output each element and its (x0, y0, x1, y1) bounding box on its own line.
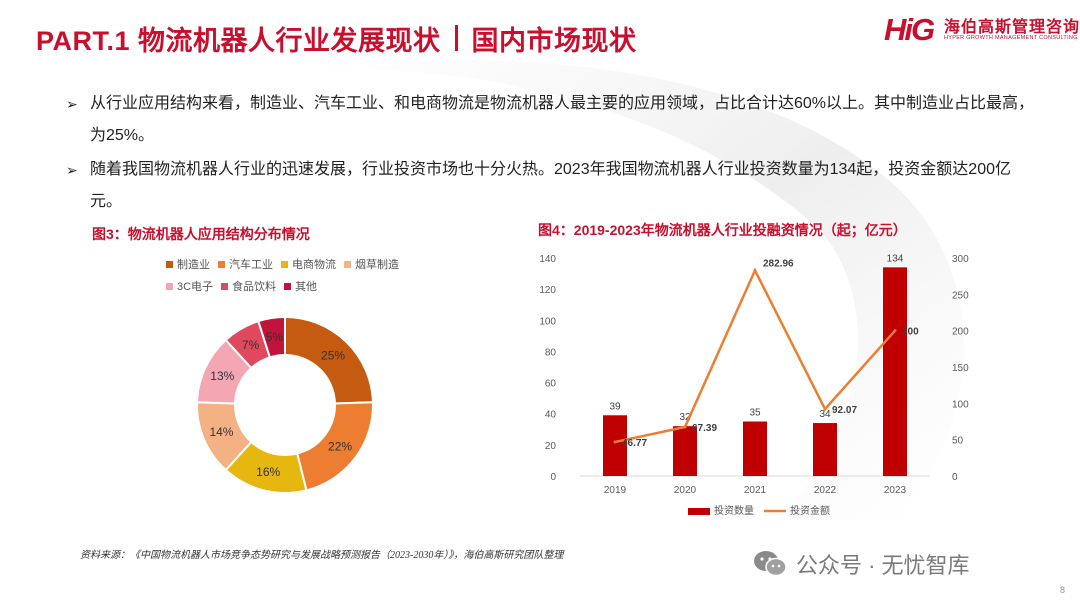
legend-label: 其他 (295, 281, 318, 293)
y-right-tick-label: 250 (952, 290, 969, 301)
y-right-tick-label: 200 (952, 327, 969, 338)
y-left-tick-label: 100 (539, 316, 556, 327)
x-tick-label: 2021 (744, 485, 767, 496)
legend-label: 电商物流 (292, 259, 336, 271)
slide-header: PART.1 物流机器人行业发展现状 国内市场现状 (36, 18, 637, 58)
x-tick-label: 2022 (814, 485, 837, 496)
bullet-text: 随着我国物流机器人行业的迅速发展，行业投资市场也十分火热。2023年我国物流机器… (90, 161, 1011, 210)
section-title: 国内市场现状 (471, 25, 637, 56)
combo-bar-line-chart: 0 20 40 60 80 100 120 140 0 50 100 150 200 250 300 2019… (539, 253, 969, 517)
legend-row: 制造业 汽车工业 电商物流 烟草制造 (166, 256, 446, 272)
line-value-label: 92.07 (832, 405, 857, 416)
bar (743, 421, 767, 476)
y-right-tick-label: 100 (952, 399, 969, 410)
legend-label: 烟草制造 (355, 259, 399, 271)
legend-label: 制造业 (177, 259, 210, 271)
y-right-tick-label: 150 (952, 363, 969, 374)
pie-slice (257, 315, 286, 359)
legend-swatch (166, 282, 173, 290)
bar (603, 415, 627, 476)
logo-name-cn: 海伯高斯管理咨询 (944, 19, 1080, 36)
legend-swatch (221, 282, 229, 290)
bar-value-label: 134 (887, 253, 904, 264)
y-left-tick-label: 20 (545, 441, 557, 452)
bullet-list: ➢ 从行业应用结构来看，制造业、汽车工业、和电商物流是物流机器人最主要的应用领域… (66, 88, 1036, 220)
logo-name-en: HYPER GROWTH MANAGEMENT CONSULTING (944, 35, 1078, 41)
y-right-tick-label: 0 (952, 472, 958, 483)
legend-swatch (218, 260, 225, 268)
legend-bar-swatch (688, 508, 710, 515)
line-point (683, 425, 687, 429)
y-left-tick-label: 120 (539, 285, 556, 296)
bar (673, 426, 697, 476)
figure4-title: 图4：2019-2023年物流机器人行业投融资情况（起；亿元） (538, 222, 907, 238)
watermark-text: 公众号 · 无忧智库 (796, 553, 970, 578)
line-point (753, 268, 757, 272)
legend-item: 烟草制造 (344, 256, 399, 272)
legend-row: 3C电子 食品饮料 其他 (166, 278, 446, 294)
bullet-item: ➢ 从行业应用结构来看，制造业、汽车工业、和电商物流是物流机器人最主要的应用领域… (66, 88, 1036, 152)
y-right-tick-label: 50 (952, 436, 964, 447)
company-logo: HiG 海伯高斯管理咨询 HYPER GROWTH MANAGEMENT CON… (884, 10, 1079, 52)
pie-slice-label: 14% (209, 425, 233, 439)
wechat-icon (754, 551, 787, 577)
page-number: 8 (1060, 585, 1066, 595)
legend-line-label: 投资金额 (790, 504, 830, 517)
x-tick-label: 2023 (884, 485, 907, 496)
page-title: PART.1 物流机器人行业发展现状 (36, 25, 441, 56)
source-note: 资料来源：《中国物流机器人市场竞争态势研究与发展战略预测报告（2023-2030… (80, 550, 564, 561)
line-point (823, 407, 827, 411)
line-value-label: 46.77 (622, 438, 647, 449)
legend-bar-label: 投资数量 (714, 504, 754, 517)
arrow-bullet-icon: ➢ (66, 162, 78, 178)
legend-swatch (344, 260, 351, 268)
legend-swatch (284, 282, 292, 290)
x-tick-label: 2019 (604, 485, 627, 496)
x-tick-label: 2020 (674, 485, 697, 496)
legend-item: 3C电子 (166, 278, 213, 294)
bar-value-label: 32 (679, 412, 691, 423)
pie-slice-label: 5% (266, 330, 284, 344)
y-left-tick-label: 80 (545, 347, 557, 358)
line-value-label: 67.39 (692, 423, 717, 434)
y-left-tick-label: 140 (539, 254, 556, 265)
legend-item: 电商物流 (281, 256, 336, 272)
y-left-tick-label: 60 (545, 379, 557, 390)
y-left-tick-label: 0 (550, 472, 556, 483)
line-value-label: 200 (902, 327, 919, 338)
legend-item: 制造业 (166, 256, 210, 272)
line-value-label: 282.96 (763, 258, 794, 269)
legend-swatch (281, 260, 288, 268)
legend-label: 汽车工业 (229, 259, 273, 271)
legend-item: 汽车工业 (218, 256, 273, 272)
arrow-bullet-icon: ➢ (66, 96, 78, 112)
pie-slice-label: 22% (328, 440, 352, 454)
bar-value-label: 39 (609, 401, 621, 412)
legend-label: 3C电子 (177, 281, 214, 293)
pie-slice-label: 7% (242, 338, 260, 352)
y-right-tick-label: 300 (952, 254, 969, 265)
bar (883, 267, 907, 476)
pie-slice-label: 16% (256, 465, 280, 479)
watermark: 公众号 · 无忧智库 (752, 548, 970, 580)
legend-swatch (166, 260, 173, 268)
bullet-text: 从行业应用结构来看，制造业、汽车工业、和电商物流是物流机器人最主要的应用领域，占… (90, 95, 1035, 144)
legend-label: 食品饮料 (232, 281, 277, 293)
pie-legend: 制造业 汽车工业 电商物流 烟草制造 3C电子 食品饮料 其他 (166, 256, 446, 300)
bar-value-label: 34 (819, 409, 831, 420)
line-point (893, 329, 897, 333)
bullet-item: ➢ 随着我国物流机器人行业的迅速发展，行业投资市场也十分火热。2023年我国物流… (66, 154, 1036, 218)
line-point (613, 440, 617, 444)
legend-item: 其他 (284, 278, 317, 294)
legend-item: 食品饮料 (221, 278, 276, 294)
donut-chart: 25% 22% 16% 14% 13% 7% 5% (196, 315, 374, 494)
figure3-title: 图3：物流机器人应用结构分布情况 (92, 226, 310, 242)
title-divider (454, 25, 458, 51)
bar-value-label: 35 (749, 408, 761, 419)
pie-slice-label: 25% (321, 348, 345, 362)
bar (813, 423, 837, 476)
logo-mark: HiG (884, 12, 935, 47)
y-left-tick-label: 40 (545, 410, 557, 421)
pie-slice-label: 13% (210, 369, 234, 383)
